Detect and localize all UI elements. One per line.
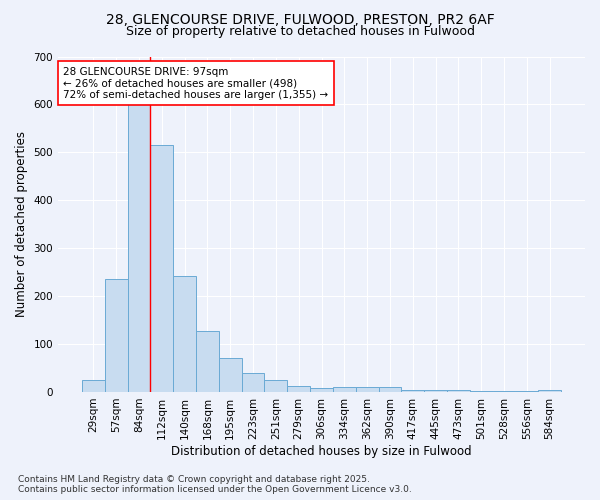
Y-axis label: Number of detached properties: Number of detached properties [15, 131, 28, 317]
Bar [515, 391, 538, 392]
Bar [242, 373, 265, 392]
Bar [356, 387, 379, 392]
Bar [196, 331, 219, 392]
X-axis label: Distribution of detached houses by size in Fulwood: Distribution of detached houses by size … [171, 444, 472, 458]
Bar [105, 280, 128, 392]
Bar [493, 391, 515, 392]
Bar [287, 386, 310, 392]
Bar [470, 390, 493, 392]
Bar [219, 358, 242, 392]
Bar [538, 390, 561, 392]
Bar [265, 380, 287, 392]
Bar [333, 387, 356, 392]
Bar [310, 388, 333, 392]
Bar [447, 390, 470, 392]
Text: Size of property relative to detached houses in Fulwood: Size of property relative to detached ho… [125, 25, 475, 38]
Bar [379, 387, 401, 392]
Text: Contains HM Land Registry data © Crown copyright and database right 2025.
Contai: Contains HM Land Registry data © Crown c… [18, 474, 412, 494]
Bar [151, 145, 173, 392]
Bar [82, 380, 105, 392]
Bar [173, 276, 196, 392]
Text: 28, GLENCOURSE DRIVE, FULWOOD, PRESTON, PR2 6AF: 28, GLENCOURSE DRIVE, FULWOOD, PRESTON, … [106, 12, 494, 26]
Bar [401, 390, 424, 392]
Text: 28 GLENCOURSE DRIVE: 97sqm
← 26% of detached houses are smaller (498)
72% of sem: 28 GLENCOURSE DRIVE: 97sqm ← 26% of deta… [64, 66, 328, 100]
Bar [128, 76, 151, 392]
Bar [424, 390, 447, 392]
